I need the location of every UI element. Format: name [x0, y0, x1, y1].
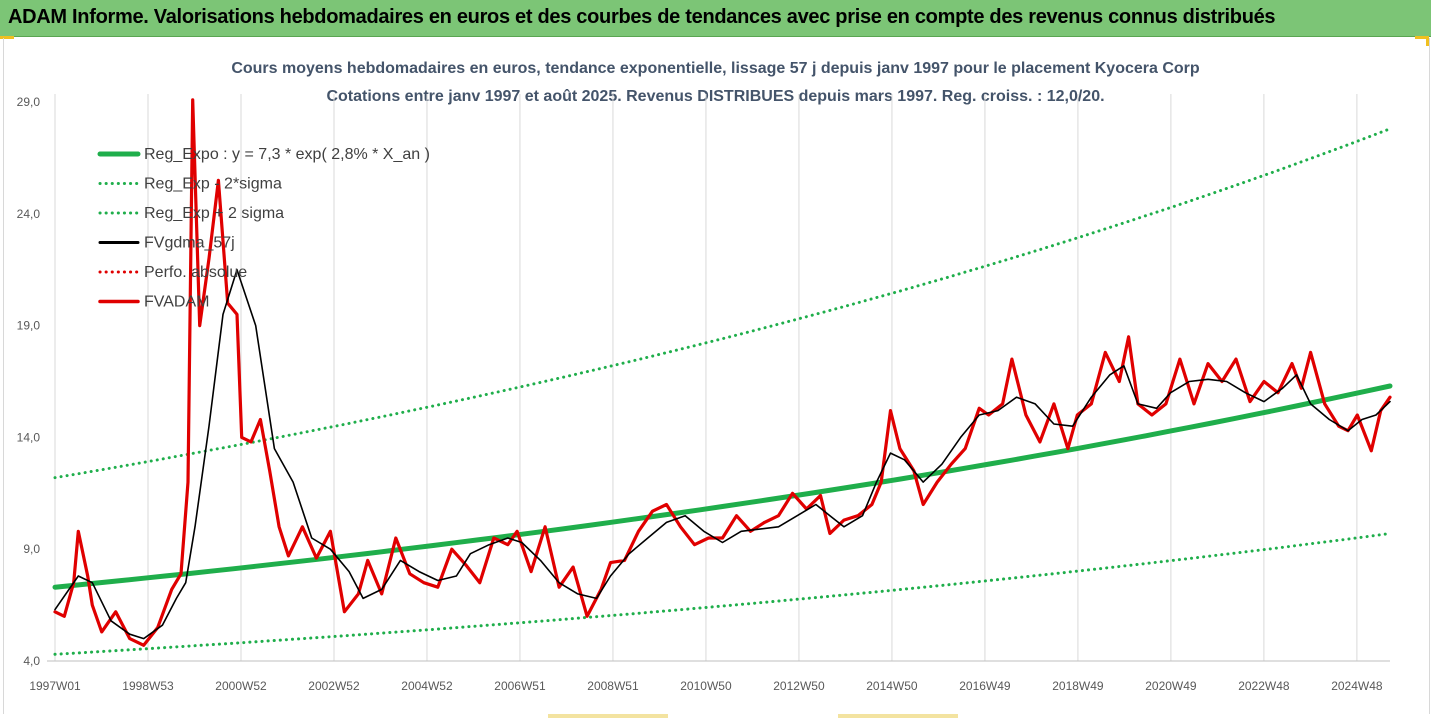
x-tick-label: 2014W50: [866, 679, 918, 693]
bottom-scroll-mark-right: [838, 714, 958, 718]
y-tick-label: 4,0: [23, 654, 40, 668]
series-line-0: [52, 383, 1393, 590]
banner-corner-right: [1415, 36, 1429, 39]
chart-subtitle: Cotations entre janv 1997 et août 2025. …: [326, 88, 1105, 105]
x-tick-label: 2006W51: [494, 679, 546, 693]
legend-label: Reg_Expo : y = 7,3 * exp( 2,8% * X_an ): [144, 146, 430, 163]
y-tick-label: 24,0: [17, 207, 41, 221]
banner: ADAM Informe. Valorisations hebdomadaire…: [0, 0, 1431, 37]
banner-corner-left: [0, 36, 14, 39]
y-tick-labels: 4,0 9,0 14,0 19,0 24,0 29,0: [17, 95, 41, 668]
x-tick-label: 2022W48: [1238, 679, 1290, 693]
legend: Reg_Expo : y = 7,3 * exp( 2,8% * X_an ) R…: [97, 146, 430, 311]
series-line-2: [53, 127, 1392, 480]
legend-label: FVADAM: [144, 294, 209, 311]
x-tick-label: 2018W49: [1052, 679, 1104, 693]
bottom-scroll-mark-left: [548, 714, 668, 718]
legend-label: FVgdma_57j: [144, 235, 235, 252]
legend-label: Perfo. absolue: [144, 264, 247, 281]
y-tick-label: 19,0: [17, 319, 41, 333]
x-tick-label: 2012W50: [773, 679, 825, 693]
series-line-5: [53, 98, 1392, 647]
x-tick-label: 2020W49: [1145, 679, 1197, 693]
x-tick-label: 2004W52: [401, 679, 453, 693]
x-tick-label: 1997W01: [29, 679, 81, 693]
x-tick-label: 2016W49: [959, 679, 1011, 693]
x-tick-label: 2000W52: [215, 679, 267, 693]
series-line-1: [53, 532, 1392, 656]
legend-label: Reg_Exp + 2 sigma: [144, 205, 284, 222]
banner-corner-right-edge: [1426, 36, 1429, 46]
x-tick-label: 2024W48: [1331, 679, 1383, 693]
series-line-3: [54, 268, 1391, 640]
legend-label: Reg_Exp - 2*sigma: [144, 176, 282, 193]
x-tick-label: 2002W52: [308, 679, 360, 693]
y-tick-label: 14,0: [17, 430, 41, 444]
series-group: [52, 98, 1393, 656]
banner-title: ADAM Informe. Valorisations hebdomadaire…: [8, 6, 1276, 28]
y-tick-label: 9,0: [23, 542, 40, 556]
chart-title: Cours moyens hebdomadaires en euros, ten…: [231, 60, 1200, 77]
x-tick-label: 2010W50: [680, 679, 732, 693]
chart-frame: [3, 38, 1430, 714]
y-tick-label: 29,0: [17, 95, 41, 109]
x-tick-labels: 1997W01 1998W53 2000W52 2002W52 2004W52 2006W…: [29, 679, 1383, 693]
x-tick-label: 2008W51: [587, 679, 639, 693]
x-tick-label: 1998W53: [122, 679, 174, 693]
